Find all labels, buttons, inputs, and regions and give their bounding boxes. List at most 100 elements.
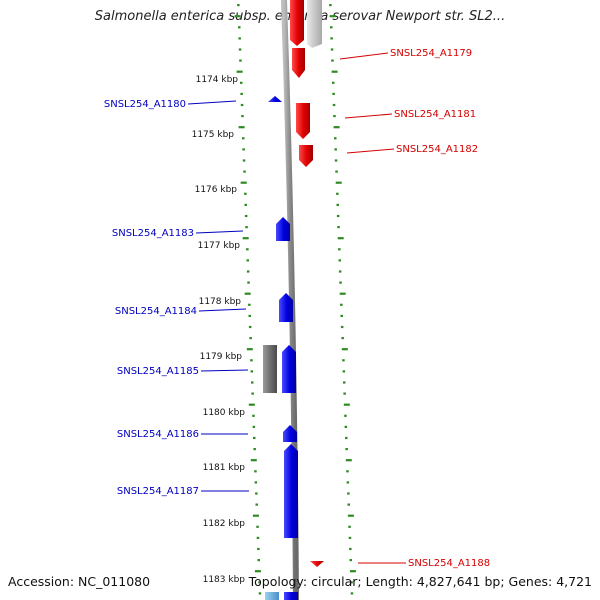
- ring-tick-mark: [341, 337, 344, 340]
- gene-shape-A1181[interactable]: [296, 103, 310, 139]
- gene-label-A1184[interactable]: SNSL254_A1184: [115, 306, 197, 317]
- gene-leader-lines: [187, 52, 406, 564]
- accession-text: Accession: NC_011080: [8, 574, 151, 589]
- ring-tick-mark: [343, 392, 346, 395]
- gene-label-A1180[interactable]: SNSL254_A1180: [104, 99, 186, 110]
- ring-tick-mark: [252, 425, 256, 428]
- feature-gray-A1185[interactable]: [263, 345, 277, 393]
- gene-shape-A1179b[interactable]: [292, 48, 305, 78]
- ring-tick-mark: [248, 303, 251, 306]
- ring-tick-mark: [250, 370, 254, 373]
- ring-tick-mark: [349, 570, 356, 573]
- ring-tick-mark: [338, 248, 341, 251]
- gene-shape-A1184[interactable]: [279, 293, 293, 322]
- ring-tick-mark: [241, 115, 244, 118]
- ring-tick-mark: [252, 514, 259, 517]
- ring-tick-mark: [333, 115, 336, 118]
- ring-tick-mark: [343, 403, 350, 406]
- ring-tick-mark: [348, 536, 352, 539]
- ring-tick-mark: [238, 37, 241, 40]
- ring-tick-mark: [255, 492, 258, 495]
- gene-shape-A1183[interactable]: [276, 217, 290, 241]
- ring-tick-mark: [258, 581, 261, 584]
- gene-shape-A1186[interactable]: [283, 425, 297, 442]
- ring-tick-mark: [329, 4, 332, 7]
- ring-tick-mark: [342, 359, 345, 362]
- gene-shape-A1187[interactable]: [284, 444, 298, 538]
- gene-label-A1186[interactable]: SNSL254_A1186: [117, 429, 199, 440]
- ring-tick-mark: [258, 592, 262, 595]
- ring-tick-mark: [349, 547, 352, 551]
- ring-tick-mark: [344, 425, 348, 428]
- ring-tick-mark: [244, 292, 251, 295]
- kbp-tick-label: 1179 kbp: [200, 352, 243, 362]
- gene-label-A1183[interactable]: SNSL254_A1183: [112, 228, 194, 239]
- ring-tick-mark: [248, 325, 252, 329]
- ring-tick-mark: [332, 92, 335, 95]
- ring-tick-mark: [238, 26, 241, 29]
- ring-tick-mark: [249, 337, 252, 340]
- ring-tick-mark: [330, 37, 333, 40]
- gene-features[interactable]: [263, 0, 324, 600]
- gene-label-A1181[interactable]: SNSL254_A1181: [394, 109, 476, 120]
- gene-label-A1185[interactable]: SNSL254_A1185: [117, 366, 199, 377]
- ring-tick-mark: [252, 414, 255, 417]
- ring-tick-mark: [336, 192, 339, 195]
- kbp-tick-label: 1177 kbp: [198, 241, 241, 251]
- gene-label-A1188[interactable]: SNSL254_A1188: [408, 558, 490, 569]
- gene-shape-A1180[interactable]: [268, 96, 282, 102]
- ring-tick-mark: [331, 59, 334, 62]
- ring-tick-mark: [242, 237, 249, 240]
- ring-tick-mark: [244, 203, 247, 206]
- ring-tick-mark: [346, 470, 349, 473]
- ring-tick-mark: [347, 503, 350, 506]
- ring-tick-mark: [245, 226, 248, 229]
- gene-label-A1187[interactable]: SNSL254_A1187: [117, 486, 199, 497]
- ring-tick-mark: [339, 281, 342, 284]
- ring-tick-mark: [238, 126, 245, 129]
- ring-tick-mark: [240, 92, 243, 95]
- feature-gray-top[interactable]: [307, 0, 322, 48]
- gene-label-A1182[interactable]: SNSL254_A1182: [396, 144, 478, 155]
- ring-tick-mark: [236, 70, 243, 73]
- gene-shape-A1185[interactable]: [282, 345, 296, 393]
- kbp-tick-label: 1181 kbp: [203, 463, 246, 473]
- ring-tick-mark: [242, 148, 245, 151]
- ring-tick-mark: [349, 559, 352, 562]
- ring-tick-mark: [346, 481, 350, 484]
- gene-shape-A1182[interactable]: [299, 145, 313, 167]
- ring-tick-mark: [330, 26, 333, 29]
- ring-tick-mark: [338, 270, 342, 273]
- kbp-tick-label: 1175 kbp: [192, 130, 235, 140]
- ring-tick-mark: [345, 448, 348, 451]
- ring-tick-mark: [247, 281, 250, 284]
- ring-tick-mark: [234, 15, 241, 18]
- ring-tick-mark: [253, 436, 256, 440]
- left-tick-ring: [234, 4, 262, 595]
- ring-tick-mark: [239, 59, 242, 62]
- feature-blue-bottom[interactable]: [284, 592, 298, 600]
- ring-tick-mark: [343, 381, 346, 384]
- ring-tick-mark: [254, 481, 258, 484]
- ring-tick-mark: [334, 137, 337, 140]
- gene-label-A1179[interactable]: SNSL254_A1179: [390, 48, 472, 59]
- ring-tick-mark: [254, 470, 257, 473]
- ring-tick-mark: [243, 170, 246, 173]
- ring-tick-mark: [255, 503, 258, 506]
- feature-lightblue-bottom[interactable]: [265, 592, 279, 600]
- ring-tick-mark: [335, 170, 338, 173]
- ring-tick-mark: [350, 581, 353, 584]
- kbp-tick-label: 1174 kbp: [196, 75, 239, 85]
- ring-tick-mark: [238, 48, 242, 51]
- ring-tick-mark: [337, 226, 340, 229]
- ring-tick-mark: [246, 348, 253, 351]
- ring-tick-mark: [248, 403, 255, 406]
- ring-tick-mark: [341, 348, 348, 351]
- ring-tick-mark: [237, 4, 240, 7]
- ring-tick-mark: [240, 181, 247, 184]
- ring-tick-mark: [251, 381, 254, 384]
- gene-shape-A1188[interactable]: [310, 561, 324, 567]
- ring-tick-mark: [257, 559, 260, 562]
- gene-shape-A1179[interactable]: [290, 0, 304, 46]
